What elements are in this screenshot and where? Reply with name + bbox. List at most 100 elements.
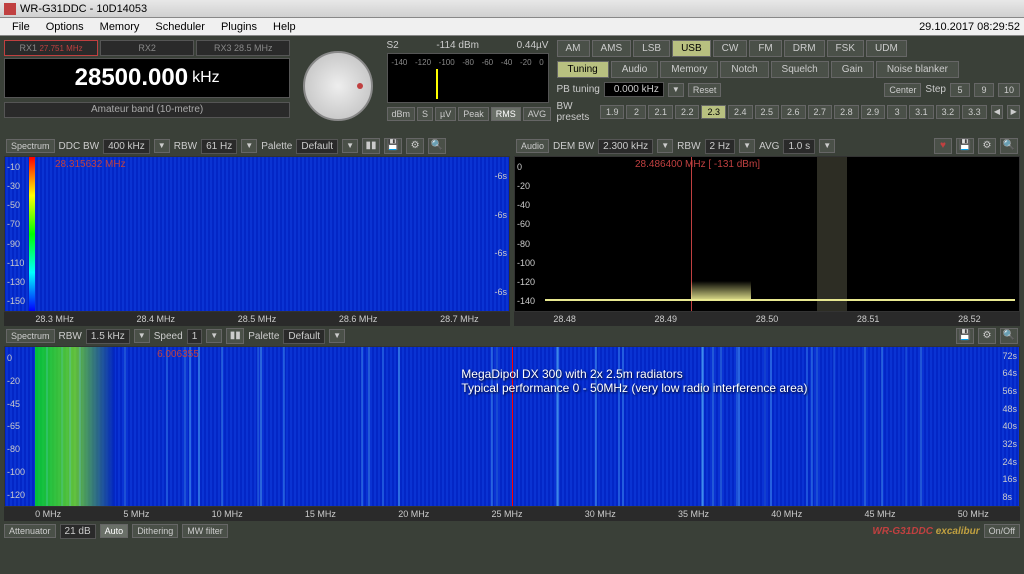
bw-preset-2.2[interactable]: 2.2 [675,105,700,119]
wide-waterfall[interactable]: 6.006355 0-20-45-65-80-100-120 72s64s56s… [4,346,1020,507]
meter-s-btn[interactable]: S [417,107,433,121]
menu-file[interactable]: File [4,21,38,33]
step-label: Step [925,84,946,95]
rx-tab-2[interactable]: RX2 [100,40,194,56]
wide-zoom-icon[interactable]: 🔍 [1000,328,1018,344]
meter-rms-btn[interactable]: RMS [491,107,521,121]
attenuator-btn[interactable]: Attenuator [4,524,56,538]
tab-notch[interactable]: Notch [720,61,768,78]
zoom-icon[interactable]: 🔍 [428,138,446,154]
wide-rbw-select[interactable]: 1.5 kHz [86,329,130,344]
bottom-bar: Attenuator 21 dB Auto Dithering MW filte… [0,521,1024,541]
bw-preset-3.3[interactable]: 3.3 [962,105,987,119]
bw-preset-2.7[interactable]: 2.7 [808,105,833,119]
mode-fm[interactable]: FM [749,40,781,57]
tuning-dial-panel [294,36,382,136]
step-5[interactable]: 5 [950,83,970,97]
att-val[interactable]: 21 dB [60,524,96,539]
tuning-dial[interactable] [303,51,373,121]
avg-select[interactable]: 1.0 s [783,139,815,154]
audio-label[interactable]: Audio [516,139,549,153]
save2-icon[interactable]: 💾 [956,138,974,154]
step-10[interactable]: 10 [998,83,1020,97]
menu-options[interactable]: Options [38,21,92,33]
meter-dbm-btn[interactable]: dBm [387,107,416,121]
mode-udm[interactable]: UDM [866,40,907,57]
bw-preset-2[interactable]: 2 [626,105,646,119]
bw-preset-2.5[interactable]: 2.5 [755,105,780,119]
reset-btn[interactable]: Reset [688,83,722,97]
save-icon[interactable]: 💾 [384,138,402,154]
dem-bw-select[interactable]: 2.300 kHz [598,139,653,154]
brand: WR-G31DDC excalibur [872,526,979,537]
tab-squelch[interactable]: Squelch [771,61,829,78]
pb-down-btn[interactable]: ▼ [668,83,684,97]
uv-value: 0.44µV [517,40,549,51]
spectrum-waterfall-1[interactable]: 28.315632 MHz -10-30-50-70-90-110-130-15… [4,156,510,312]
onoff-btn[interactable]: On/Off [984,524,1020,538]
mode-usb[interactable]: USB [672,40,711,57]
frequency-display[interactable]: 28500.000 kHz [4,58,290,98]
audio-freq: 28.486400 MHz [ -131 dBm] [635,159,760,170]
menu-scheduler[interactable]: Scheduler [147,21,213,33]
palette1-select[interactable]: Default [296,139,338,154]
tab-noise-blanker[interactable]: Noise blanker [876,61,959,78]
bw-preset-2.9[interactable]: 2.9 [861,105,886,119]
mode-drm[interactable]: DRM [784,40,825,57]
mode-lsb[interactable]: LSB [633,40,670,57]
menu-help[interactable]: Help [265,21,304,33]
nav-right-btn[interactable]: ▶ [1007,105,1020,119]
wide-pause-icon[interactable]: ▮▮ [226,328,244,344]
bw-preset-2.1[interactable]: 2.1 [648,105,673,119]
rx-tab-3[interactable]: RX3 28.5 MHz [196,40,290,56]
audio-panel: Audio DEM BW 2.300 kHz ▼ RBW 2 Hz ▼ AVG … [514,136,1020,326]
ddc-bw-select[interactable]: 400 kHz [103,139,150,154]
tab-gain[interactable]: Gain [831,61,874,78]
bw-preset-3[interactable]: 3 [887,105,907,119]
nav-left-btn[interactable]: ◀ [991,105,1004,119]
meter-avg-btn[interactable]: AVG [523,107,551,121]
menu-plugins[interactable]: Plugins [213,21,265,33]
heart-icon[interactable]: ♥ [934,138,952,154]
mode-cw[interactable]: CW [713,40,748,57]
mode-fsk[interactable]: FSK [827,40,864,57]
wide-settings-icon[interactable]: ⚙ [978,328,996,344]
tab-audio[interactable]: Audio [611,61,659,78]
wide-palette-select[interactable]: Default [283,329,325,344]
tab-memory[interactable]: Memory [660,61,718,78]
wide-save-icon[interactable]: 💾 [956,328,974,344]
settings-icon[interactable]: ⚙ [406,138,424,154]
settings2-icon[interactable]: ⚙ [978,138,996,154]
bw-preset-2.8[interactable]: 2.8 [834,105,859,119]
audio-spectrum[interactable]: 28.486400 MHz [ -131 dBm] 0-20-40-60-80-… [514,156,1020,312]
spectrum1-label[interactable]: Spectrum [6,139,55,153]
zoom2-icon[interactable]: 🔍 [1000,138,1018,154]
mode-am[interactable]: AM [557,40,590,57]
mode-ams[interactable]: AMS [592,40,632,57]
rx-tab-1[interactable]: RX1 27.751 MHz [4,40,98,56]
menu-memory[interactable]: Memory [92,21,148,33]
dithering-btn[interactable]: Dithering [132,524,178,538]
bw-preset-1.9[interactable]: 1.9 [600,105,625,119]
tab-tuning[interactable]: Tuning [557,61,609,78]
bw-preset-3.2[interactable]: 3.2 [936,105,961,119]
meter-uv-btn[interactable]: µV [435,107,456,121]
s-value: S2 [387,40,399,51]
meter-peak-btn[interactable]: Peak [458,107,489,121]
bw-preset-2.6[interactable]: 2.6 [781,105,806,119]
step-9[interactable]: 9 [974,83,994,97]
pause-icon[interactable]: ▮▮ [362,138,380,154]
rbw-audio-select[interactable]: 2 Hz [705,139,736,154]
speed-select[interactable]: 1 [187,329,203,344]
auto-btn[interactable]: Auto [100,524,129,538]
rbw1-select[interactable]: 61 Hz [201,139,237,154]
mw-filter-btn[interactable]: MW filter [182,524,228,538]
bw-preset-2.3[interactable]: 2.3 [701,105,726,119]
bw-preset-3.1[interactable]: 3.1 [909,105,934,119]
timestamp: 29.10.2017 08:29:52 [919,21,1020,33]
pb-tuning-input[interactable] [604,82,664,97]
bw-preset-2.4[interactable]: 2.4 [728,105,753,119]
center-btn[interactable]: Center [884,83,921,97]
wide-spectrum-label[interactable]: Spectrum [6,329,55,343]
bw-presets-label: BW presets [557,101,596,123]
